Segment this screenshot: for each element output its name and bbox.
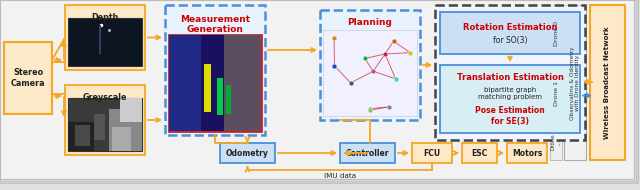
Bar: [109, 109, 142, 151]
Text: FCU: FCU: [424, 149, 440, 158]
Text: for SO(3): for SO(3): [493, 36, 527, 45]
Bar: [590, 5, 625, 160]
Bar: [204, 64, 211, 112]
Bar: [169, 35, 261, 131]
Bar: [94, 114, 105, 140]
Text: ESC: ESC: [472, 149, 488, 158]
Text: Wireless Broadcast Network: Wireless Broadcast Network: [604, 27, 610, 139]
Text: Translation Estimation: Translation Estimation: [456, 73, 563, 82]
Bar: [99, 25, 101, 54]
Bar: [120, 98, 142, 122]
Text: bipartite graph
matching problem: bipartite graph matching problem: [478, 87, 542, 100]
Bar: [412, 143, 452, 163]
Bar: [564, 5, 586, 160]
Bar: [226, 85, 230, 114]
Bar: [76, 124, 90, 146]
Bar: [224, 35, 261, 131]
Bar: [550, 125, 562, 160]
Text: Pose Estimation
for SE(3): Pose Estimation for SE(3): [475, 106, 545, 126]
Text: Motors: Motors: [512, 149, 542, 158]
Text: Odometry: Odometry: [226, 149, 269, 158]
Bar: [320, 10, 420, 120]
Text: Stereo
Camera: Stereo Camera: [11, 68, 45, 88]
Bar: [65, 85, 145, 155]
Bar: [169, 35, 201, 131]
Bar: [165, 5, 265, 135]
Text: Planning: Planning: [348, 18, 392, 27]
Bar: [340, 143, 395, 163]
Bar: [323, 30, 417, 116]
Text: Controller: Controller: [346, 149, 389, 158]
Text: Depth: Depth: [92, 13, 118, 22]
Bar: [4, 42, 52, 114]
Bar: [68, 122, 94, 151]
Text: Measurement
Generation: Measurement Generation: [180, 15, 250, 34]
Bar: [550, 5, 562, 61]
Bar: [68, 18, 142, 66]
Text: Drone
...: Drone ...: [550, 134, 561, 150]
Bar: [113, 127, 131, 151]
Bar: [462, 143, 497, 163]
Bar: [550, 65, 562, 121]
Text: Drone 0: Drone 0: [554, 21, 559, 45]
Bar: [435, 5, 585, 140]
Text: Observatins & Odometry
with Drone Identity: Observatins & Odometry with Drone Identi…: [570, 46, 580, 120]
Text: Greyscale: Greyscale: [83, 93, 127, 102]
Text: Drone 1: Drone 1: [554, 81, 559, 105]
Bar: [507, 143, 547, 163]
Bar: [169, 35, 261, 131]
Bar: [68, 98, 142, 151]
Bar: [65, 5, 145, 70]
Text: Rotation Estimation: Rotation Estimation: [463, 23, 557, 32]
Text: IMU data: IMU data: [324, 173, 356, 179]
Bar: [440, 65, 580, 133]
Bar: [217, 78, 223, 115]
Bar: [440, 12, 580, 54]
Bar: [220, 143, 275, 163]
